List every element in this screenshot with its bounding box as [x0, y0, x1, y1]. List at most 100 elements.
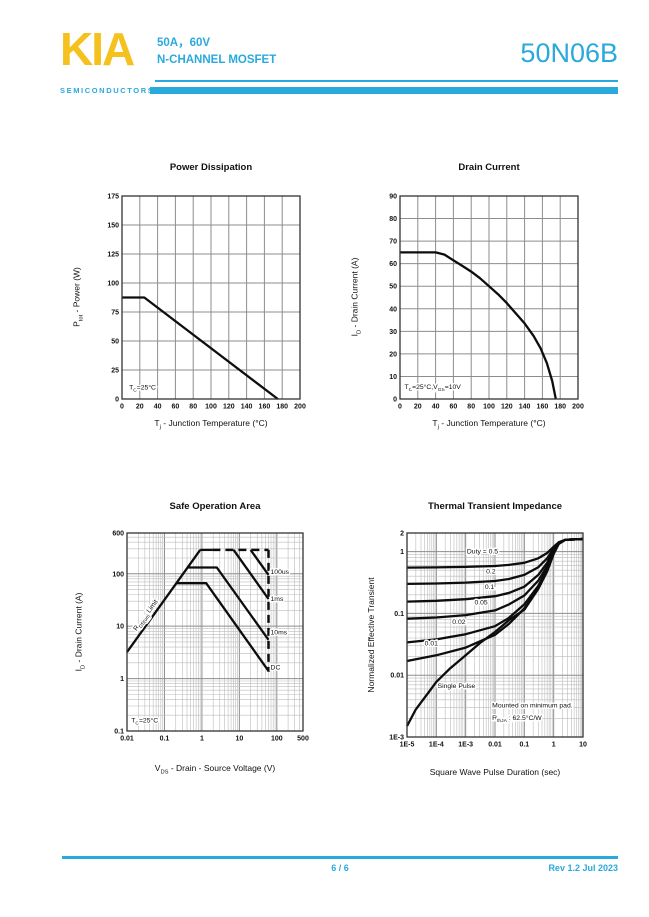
svg-text:DC: DC: [271, 664, 281, 671]
kia-logo-subtext: SEMICONDUCTORS: [60, 86, 155, 95]
device-rating: 50A，60V: [157, 37, 211, 49]
device-type: N-CHANNEL MOSFET: [157, 54, 277, 66]
svg-text:100: 100: [271, 736, 283, 743]
svg-text:100: 100: [107, 281, 119, 288]
svg-text:0: 0: [398, 404, 402, 411]
x-axis-label: Square Wave Pulse Duration (sec): [429, 767, 561, 777]
thermal-transient-impedance-plot: 1E-5 1E-4 1E-3 0.01 0.1 1 10 1E-3 0.01 0.1 1 2 Duty …: [389, 531, 587, 749]
svg-text:10: 10: [235, 736, 243, 743]
svg-text:1E-3: 1E-3: [389, 735, 404, 742]
svg-text:0.1: 0.1: [394, 611, 404, 618]
safe-operation-area-plot: 0.01 0.1 1 10 100 5000.1110100600100us1ms10ms…: [112, 531, 309, 743]
svg-text:RthJA : 62.5°C/W: RthJA : 62.5°C/W: [492, 714, 542, 724]
header-rule-thin: [155, 80, 618, 82]
power-dissipation-plot: 0 20 40 60 80 100 120 140 160 180 200 0 25 50 75 100 125…: [107, 194, 306, 411]
svg-text:1E-3: 1E-3: [458, 742, 473, 749]
svg-text:0.1: 0.1: [485, 584, 495, 591]
svg-text:0.1: 0.1: [160, 736, 170, 743]
revision: Rev 1.2 Jul 2023: [548, 863, 618, 873]
svg-text:150: 150: [107, 223, 119, 230]
header-rule-thick: [150, 87, 618, 94]
svg-text:1E-5: 1E-5: [400, 742, 415, 749]
svg-text:0: 0: [115, 397, 119, 404]
svg-text:140: 140: [241, 404, 253, 411]
svg-text:40: 40: [432, 404, 440, 411]
svg-text:60: 60: [389, 261, 397, 268]
svg-text:0.1: 0.1: [519, 742, 529, 749]
svg-text:0.02: 0.02: [452, 619, 465, 626]
svg-text:80: 80: [389, 216, 397, 223]
svg-text:125: 125: [107, 252, 119, 259]
svg-text:TC=25°C,VGS=10V: TC=25°C,VGS=10V: [404, 383, 461, 393]
svg-text:0.01: 0.01: [120, 736, 134, 743]
svg-text:50: 50: [389, 284, 397, 291]
chart-safe-operation-area: Safe Operation Area ID - Drain Current (…: [60, 495, 340, 795]
kia-logo: KIA: [60, 23, 135, 75]
svg-text:1ms: 1ms: [271, 596, 284, 603]
svg-text:0.01: 0.01: [425, 641, 438, 648]
svg-text:200: 200: [294, 404, 306, 411]
y-axis-label: ID - Drain Current (A): [73, 592, 87, 672]
y-axis-label: Ptot - Power (W): [71, 267, 85, 327]
svg-text:20: 20: [389, 351, 397, 358]
svg-text:10: 10: [389, 374, 397, 381]
svg-text:20: 20: [136, 404, 144, 411]
svg-text:60: 60: [172, 404, 180, 411]
svg-text:120: 120: [223, 404, 235, 411]
chart-title: Safe Operation Area: [169, 501, 261, 512]
svg-text:60: 60: [450, 404, 458, 411]
svg-text:1: 1: [552, 742, 556, 749]
svg-text:TC=25°C: TC=25°C: [131, 717, 158, 727]
svg-text:0: 0: [393, 397, 397, 404]
svg-text:180: 180: [276, 404, 288, 411]
svg-text:Single Pulse: Single Pulse: [438, 683, 476, 690]
svg-text:0.01: 0.01: [390, 673, 404, 680]
svg-text:0.01: 0.01: [488, 742, 502, 749]
svg-text:Duty = 0.5: Duty = 0.5: [467, 549, 498, 556]
svg-text:80: 80: [189, 404, 197, 411]
chart-title: Drain Current: [458, 162, 520, 173]
x-axis-label: VDS - Drain - Source Voltage (V): [154, 763, 276, 776]
chart-title: Power Dissipation: [169, 162, 253, 173]
chart-thermal-transient-impedance: Thermal Transient Impedance Normalized E…: [340, 495, 630, 795]
svg-text:2: 2: [400, 531, 404, 538]
chart-drain-current: Drain Current ID - Drain Current (A) 0 20…: [340, 160, 620, 450]
svg-text:0: 0: [120, 404, 124, 411]
svg-text:200: 200: [572, 404, 584, 411]
x-axis-label: Tj - Junction Temperature (°C): [154, 418, 268, 431]
svg-text:TC=25°C: TC=25°C: [129, 384, 156, 394]
page-number: 6 / 6: [331, 863, 349, 873]
svg-text:50: 50: [111, 339, 119, 346]
part-number: 50N06B: [520, 38, 618, 68]
svg-text:140: 140: [519, 404, 531, 411]
svg-text:175: 175: [107, 194, 119, 201]
svg-text:100: 100: [112, 571, 124, 578]
y-axis-label: ID - Drain Current (A): [349, 257, 363, 337]
svg-text:1: 1: [120, 676, 124, 683]
svg-text:30: 30: [389, 329, 397, 336]
svg-text:10: 10: [579, 742, 587, 749]
footer-rule: [62, 856, 618, 859]
svg-text:20: 20: [414, 404, 422, 411]
svg-text:1E-4: 1E-4: [429, 742, 444, 749]
svg-text:0.2: 0.2: [486, 569, 496, 576]
svg-text:180: 180: [554, 404, 566, 411]
svg-text:1: 1: [200, 736, 204, 743]
drain-current-plot: 0 20 40 60 80 100 120 140 160 180 200 0 10 20 30 40 50 60…: [389, 194, 584, 411]
svg-text:75: 75: [111, 310, 119, 317]
svg-text:100: 100: [205, 404, 217, 411]
svg-text:160: 160: [537, 404, 549, 411]
svg-text:500: 500: [297, 736, 309, 743]
svg-text:0.05: 0.05: [474, 599, 487, 606]
svg-text:1: 1: [400, 549, 404, 556]
svg-text:90: 90: [389, 194, 397, 201]
svg-text:Mounted on minimum pad.: Mounted on minimum pad.: [492, 703, 573, 710]
svg-text:600: 600: [112, 531, 124, 538]
x-axis-label: Tj - Junction Temperature (°C): [432, 418, 546, 431]
chart-power-dissipation: Power Dissipation Ptot - Power (W) 0 20 40…: [60, 160, 340, 450]
svg-text:25: 25: [111, 368, 119, 375]
svg-text:160: 160: [259, 404, 271, 411]
chart-title: Thermal Transient Impedance: [427, 501, 563, 512]
svg-text:40: 40: [154, 404, 162, 411]
